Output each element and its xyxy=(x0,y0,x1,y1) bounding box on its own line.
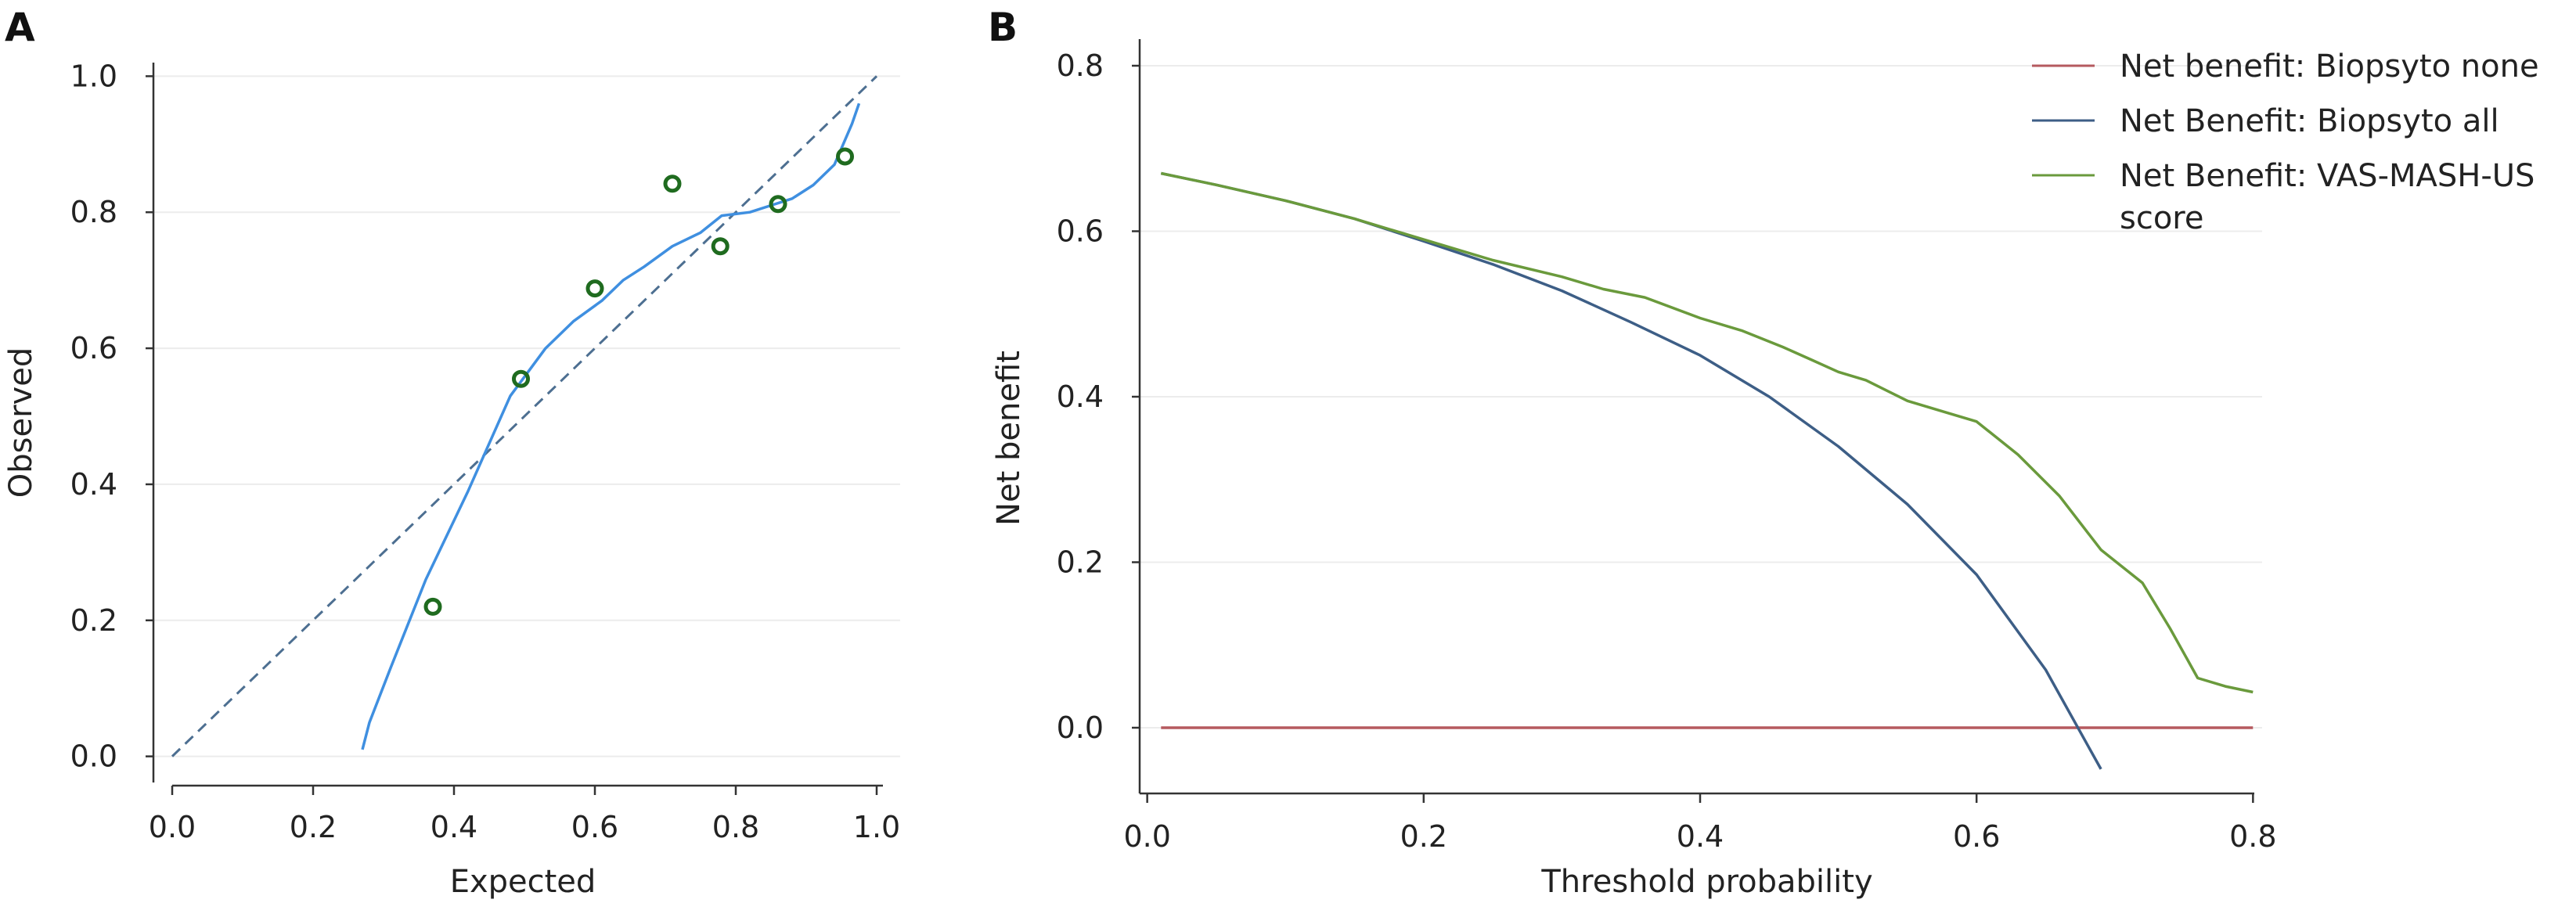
panel-a-y-ticks: 0.0 0.2 0.4 0.6 0.8 1.0 xyxy=(70,59,153,774)
panel-a-x-tick-label: 0.8 xyxy=(712,810,759,844)
panel-b-line-all xyxy=(1160,171,2102,770)
panel-a-x-tick-label: 0.0 xyxy=(149,810,196,844)
panel-a-point xyxy=(585,279,604,298)
panel-a-y-tick-label: 0.6 xyxy=(70,331,117,365)
panel-a-point xyxy=(836,147,854,166)
panel-b-y-ticks: 0.0 0.2 0.4 0.6 0.8 xyxy=(1057,49,1140,745)
panel-b-line-model xyxy=(1160,171,2254,694)
panel-a-reference-line xyxy=(171,75,878,757)
panel-a-point xyxy=(663,174,682,193)
panel-a-x-tick-label: 0.2 xyxy=(290,810,337,844)
legend-label-model-line1: Net Benefit: VAS-MASH-US xyxy=(2120,158,2535,194)
panel-a-point xyxy=(769,195,787,214)
panel-b: B 0.0 0.2 0.4 0.6 0.8 0.0 0.2 0.4 0.6 0.8 Thresh… xyxy=(988,5,2539,900)
panel-a-letter: A xyxy=(5,5,35,50)
panel-a-x-tick-label: 1.0 xyxy=(853,810,900,844)
panel-a-point xyxy=(423,597,442,616)
panel-b-x-tick-label: 0.4 xyxy=(1677,819,1724,854)
panel-b-x-tick-label: 0.6 xyxy=(1953,819,2000,854)
panel-a-y-tick-label: 1.0 xyxy=(70,59,117,93)
panel-a-gridlines xyxy=(153,75,900,757)
panel-b-y-tick-label: 0.4 xyxy=(1057,380,1104,414)
panel-a-y-tick-label: 0.8 xyxy=(70,195,117,229)
panel-a-y-label: Observed xyxy=(3,347,39,498)
panel-b-y-tick-label: 0.2 xyxy=(1057,545,1104,580)
panel-b-letter: B xyxy=(988,5,1018,50)
legend-label-model: Net Benefit: VAS-MASH-US score xyxy=(2120,158,2535,236)
panel-b-y-tick-label: 0.0 xyxy=(1057,711,1104,745)
panel-a-x-tick-label: 0.4 xyxy=(431,810,477,844)
panel-b-x-tick-label: 0.8 xyxy=(2229,819,2276,854)
legend-label-model-line2: score xyxy=(2120,200,2203,236)
panel-a-y-tick-label: 0.0 xyxy=(70,739,117,774)
panel-a-observed-points xyxy=(423,147,854,616)
panel-b-y-tick-label: 0.6 xyxy=(1057,214,1104,249)
panel-a-y-tick-label: 0.4 xyxy=(70,467,117,502)
panel-a-y-tick-label: 0.2 xyxy=(70,603,117,638)
panel-a-point xyxy=(711,237,730,256)
panel-a-x-tick-label: 0.6 xyxy=(571,810,618,844)
panel-b-x-label: Threshold probability xyxy=(1540,864,1872,900)
panel-b-legend: Net benefit: Biopsyto none Net Benefit: … xyxy=(2032,49,2539,236)
panel-b-x-ticks: 0.0 0.2 0.4 0.6 0.8 xyxy=(1123,793,2277,854)
legend-label-all: Net Benefit: Biopsyto all xyxy=(2120,103,2499,139)
panel-b-y-tick-label: 0.8 xyxy=(1057,49,1104,83)
panel-b-series-lines xyxy=(1160,171,2254,770)
panel-b-x-tick-label: 0.0 xyxy=(1123,819,1170,854)
panel-a-point xyxy=(512,369,530,388)
panel-a-calibration-curve xyxy=(361,103,861,750)
panel-a-x-ticks: 0.0 0.2 0.4 0.6 0.8 1.0 xyxy=(149,786,900,844)
panel-a-x-label: Expected xyxy=(450,864,596,900)
legend-label-none: Net benefit: Biopsyto none xyxy=(2120,49,2539,85)
panel-b-y-label: Net benefit xyxy=(991,351,1027,526)
panel-b-gridlines xyxy=(1140,65,2262,729)
panel-b-x-tick-label: 0.2 xyxy=(1400,819,1447,854)
panel-a: A 0.00.20.40.60.81.0 0.0 0.2 0.4 0.6 0.8 1.0 … xyxy=(3,5,900,900)
